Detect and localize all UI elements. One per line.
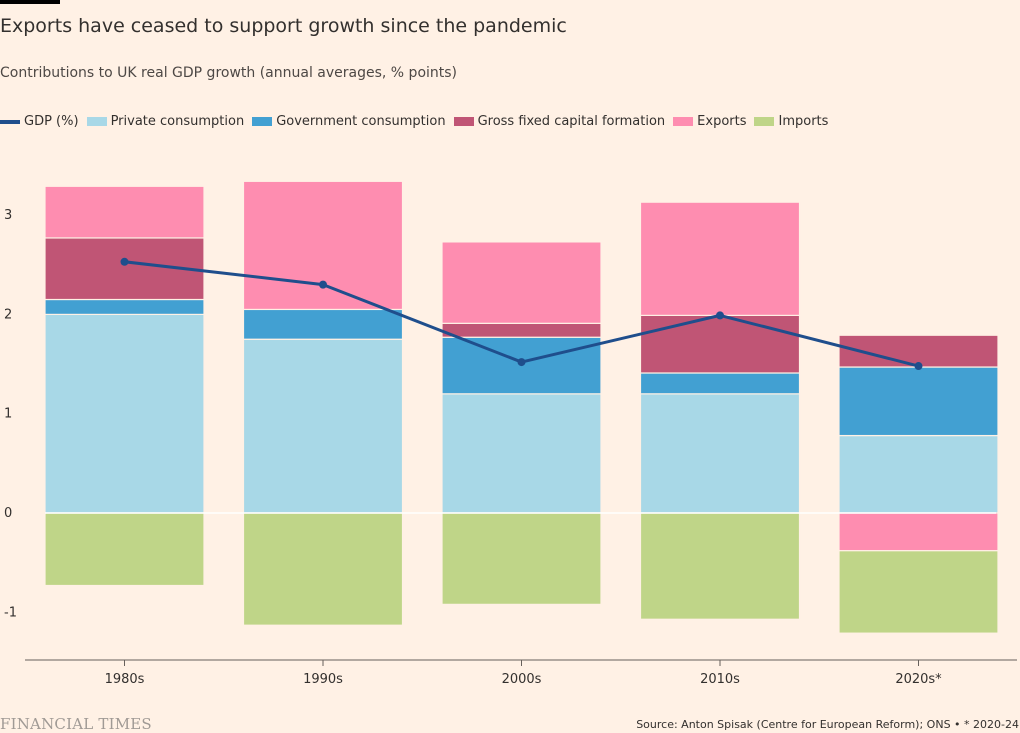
chart-title: Exports have ceased to support growth si… [0,15,567,37]
legend-item: GDP (%) [0,114,79,129]
gdp-point [319,280,327,289]
legend-label: Exports [697,114,747,129]
bar-segment [639,314,801,374]
gdp-point [517,358,526,367]
chart-subtitle: Contributions to UK real GDP growth (ann… [0,65,458,81]
legend-swatch [754,117,775,126]
legend-swatch [86,117,107,126]
bar-segment [441,241,602,324]
bar-segment [838,366,999,437]
legend-swatch [0,119,20,124]
bar-segment [242,308,404,340]
legend-label: GDP (%) [24,114,79,129]
ft-top-bar [0,0,60,4]
bar-segment [838,434,999,514]
legend-item: Imports [754,114,828,129]
x-tick-label: 1980s [105,672,145,687]
bar-segment [44,298,205,316]
gdp-point [716,311,724,320]
bar-segment [639,512,801,620]
y-tick-label: 3 [4,208,12,223]
bar-segment [242,180,404,311]
legend-label: Private consumption [110,114,245,129]
bar-segment [44,512,205,587]
x-tick-label: 2010s [700,672,740,687]
legend-swatch [673,117,694,126]
source-note: Source: Anton Spisak (Centre for Europea… [636,718,1019,731]
x-tick-label: 1990s [303,672,343,687]
ft-logo: FINANCIAL TIMES [0,715,152,733]
bar-segment [639,201,801,316]
bar-segment [441,393,602,514]
y-tick-label: 0 [4,506,12,521]
bar-segment [838,512,999,552]
legend-item: Gross fixed capital formation [453,114,666,129]
bar-segment [44,313,205,514]
legend-item: Private consumption [86,114,245,129]
chart-legend: GDP (%) Private consumption Government con… [0,114,836,129]
legend-label: Imports [778,114,829,129]
gdp-point [120,257,129,266]
bar-segment [441,512,602,605]
legend-swatch [453,117,474,126]
y-tick-label: 2 [4,307,12,322]
bar-segment [242,338,404,514]
legend-item: Exports [673,114,746,129]
gdp-point [914,362,923,371]
bar-segment [639,372,801,395]
y-tick-label: 1 [4,407,12,422]
y-tick-label: -1 [4,605,17,620]
legend-swatch [252,117,273,126]
legend-label: Government consumption [276,114,446,129]
stacked-bar-chart: -1 0 1 2 3 1980s 1990s 2000s 2010s 2020s* [4,180,1017,687]
bar-segment [242,512,404,626]
legend-label: Gross fixed capital formation [477,114,666,129]
x-tick-label: 2000s [502,672,542,687]
legend-item: Government consumption [252,114,446,129]
x-tick-label: 2020s* [895,672,942,687]
bar-segment [838,550,999,634]
bar-segment [639,393,801,514]
bar-segment [44,185,205,239]
bar-segment [441,322,602,338]
